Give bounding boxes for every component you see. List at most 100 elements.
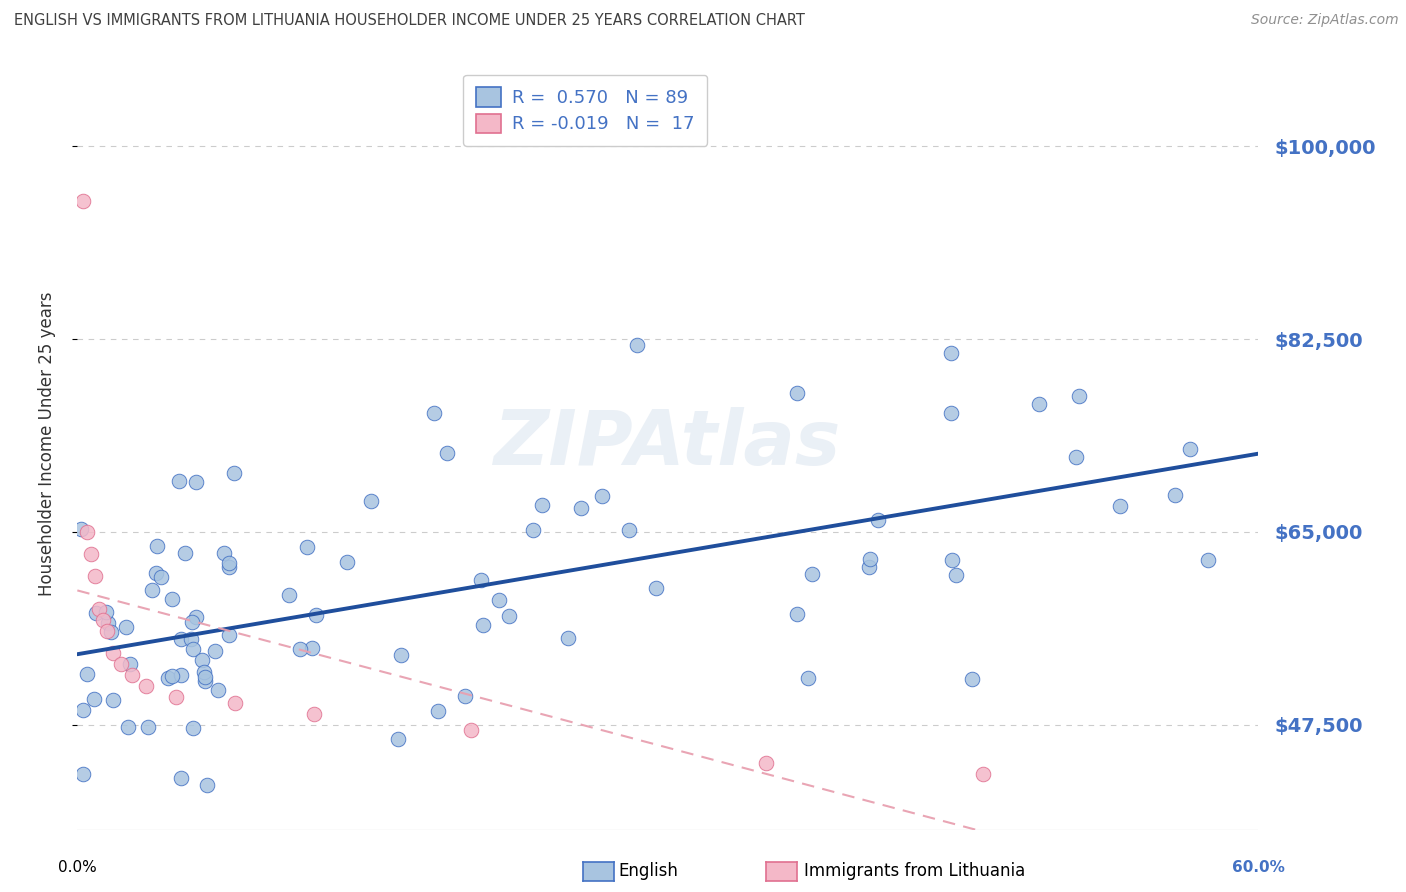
Point bbox=[218, 560, 240, 574]
Point bbox=[786, 385, 808, 400]
Point bbox=[101, 646, 124, 660]
Point bbox=[1164, 488, 1187, 502]
Text: 0.0%: 0.0% bbox=[58, 860, 97, 875]
Point bbox=[100, 624, 122, 639]
Point bbox=[118, 657, 141, 672]
Point bbox=[218, 557, 240, 571]
Point bbox=[97, 616, 120, 631]
Point bbox=[194, 673, 217, 688]
Text: 60.0%: 60.0% bbox=[1232, 860, 1285, 875]
Point bbox=[193, 665, 215, 679]
Point bbox=[136, 720, 159, 734]
Point bbox=[145, 566, 167, 580]
Y-axis label: Householder Income Under 25 years: Householder Income Under 25 years bbox=[38, 292, 56, 596]
Point bbox=[569, 501, 592, 516]
Point bbox=[1180, 442, 1202, 457]
Point bbox=[591, 489, 613, 503]
Text: English: English bbox=[619, 863, 679, 880]
Point bbox=[960, 672, 983, 686]
Point bbox=[184, 610, 207, 624]
Point bbox=[103, 693, 125, 707]
Point bbox=[135, 679, 157, 693]
Point bbox=[160, 669, 183, 683]
Point bbox=[470, 573, 492, 587]
Point bbox=[181, 722, 204, 736]
Point bbox=[472, 618, 495, 632]
Point bbox=[619, 524, 641, 538]
Point bbox=[859, 552, 882, 566]
Point bbox=[80, 547, 103, 561]
Point bbox=[204, 644, 226, 658]
Point bbox=[454, 689, 477, 703]
Point bbox=[796, 671, 818, 685]
Point bbox=[218, 627, 240, 641]
Point bbox=[945, 567, 967, 582]
Point bbox=[786, 607, 808, 621]
Point bbox=[426, 704, 449, 718]
Point bbox=[941, 553, 963, 567]
Point bbox=[460, 723, 482, 738]
Point bbox=[180, 615, 202, 629]
Point bbox=[87, 602, 110, 616]
Point bbox=[191, 653, 214, 667]
Point bbox=[141, 582, 163, 597]
Point bbox=[69, 522, 91, 536]
Point bbox=[422, 406, 444, 420]
Point bbox=[522, 523, 544, 537]
Point bbox=[117, 720, 139, 734]
Point bbox=[222, 466, 245, 480]
Text: Source: ZipAtlas.com: Source: ZipAtlas.com bbox=[1251, 13, 1399, 28]
Point bbox=[165, 690, 187, 705]
Point bbox=[84, 569, 107, 583]
Text: ENGLISH VS IMMIGRANTS FROM LITHUANIA HOUSEHOLDER INCOME UNDER 25 YEARS CORRELATI: ENGLISH VS IMMIGRANTS FROM LITHUANIA HOU… bbox=[14, 13, 804, 29]
Point bbox=[224, 696, 246, 710]
Point bbox=[110, 657, 132, 672]
Point bbox=[488, 592, 510, 607]
Point bbox=[173, 545, 195, 559]
Point bbox=[436, 446, 458, 460]
Point bbox=[146, 539, 169, 553]
Point bbox=[212, 546, 235, 560]
Point bbox=[531, 498, 554, 512]
Point bbox=[557, 631, 579, 645]
Point bbox=[939, 406, 962, 420]
Point bbox=[76, 667, 98, 681]
Point bbox=[645, 581, 668, 595]
Point bbox=[194, 670, 217, 684]
Point bbox=[1109, 499, 1132, 513]
Point bbox=[1028, 397, 1050, 411]
Text: ZIPAtlas: ZIPAtlas bbox=[494, 407, 842, 481]
Point bbox=[336, 555, 359, 569]
Point bbox=[866, 513, 889, 527]
Point bbox=[305, 607, 328, 622]
Point bbox=[180, 632, 202, 646]
Point bbox=[389, 648, 412, 662]
Point bbox=[170, 632, 193, 646]
Point bbox=[1197, 553, 1219, 567]
Point bbox=[801, 566, 824, 581]
Point bbox=[498, 608, 520, 623]
Point bbox=[1069, 389, 1091, 403]
Point bbox=[160, 591, 183, 606]
Point bbox=[94, 605, 117, 619]
Point bbox=[91, 613, 114, 627]
Point bbox=[84, 607, 107, 621]
Point bbox=[83, 692, 105, 706]
Point bbox=[72, 703, 94, 717]
Text: Immigrants from Lithuania: Immigrants from Lithuania bbox=[804, 863, 1025, 880]
Point bbox=[301, 641, 323, 656]
Point bbox=[156, 671, 179, 685]
Point bbox=[1064, 450, 1087, 464]
Point bbox=[184, 475, 207, 489]
Point bbox=[170, 771, 193, 785]
Point bbox=[288, 641, 311, 656]
Point bbox=[278, 588, 301, 602]
Point bbox=[297, 541, 319, 555]
Point bbox=[170, 668, 193, 682]
Point bbox=[150, 570, 173, 584]
Point bbox=[76, 524, 98, 539]
Legend: R =  0.570   N = 89, R = -0.019   N =  17: R = 0.570 N = 89, R = -0.019 N = 17 bbox=[463, 75, 707, 146]
Point bbox=[72, 194, 94, 209]
Point bbox=[972, 767, 994, 781]
Point bbox=[360, 494, 382, 508]
